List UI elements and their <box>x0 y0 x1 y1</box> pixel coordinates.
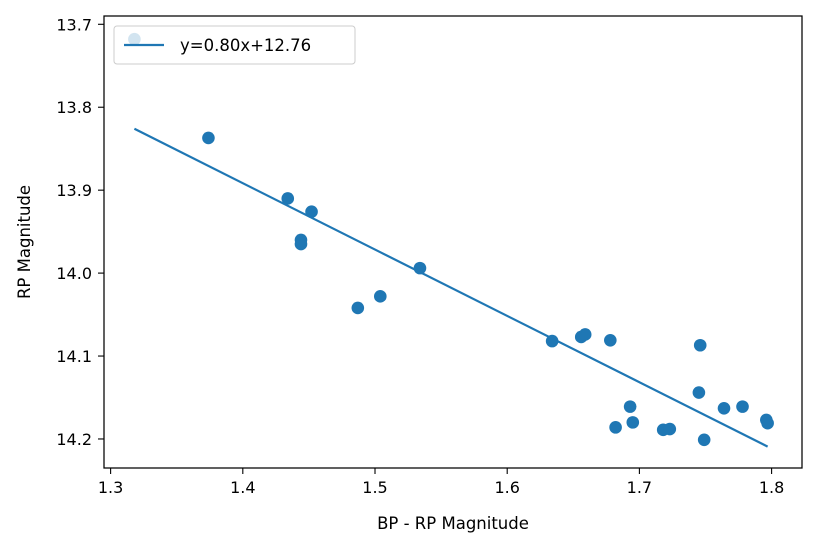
data-point <box>761 416 774 430</box>
y-tick-label: 14.0 <box>56 264 92 283</box>
y-axis-label: RP Magnitude <box>15 185 34 299</box>
data-point <box>697 433 711 447</box>
data-point <box>736 400 749 413</box>
x-tick-label: 1.7 <box>627 478 652 497</box>
axes-frame <box>103 15 803 469</box>
data-point <box>609 421 622 434</box>
data-point <box>351 301 365 315</box>
data-point <box>373 290 387 303</box>
data-point <box>623 400 637 413</box>
data-point <box>294 237 308 251</box>
data-point <box>578 328 592 341</box>
data-point <box>545 334 559 348</box>
fit-line <box>133 127 769 448</box>
data-point <box>202 131 215 145</box>
data-point <box>693 338 707 352</box>
data-point <box>626 416 640 429</box>
y-tick-label: 14.2 <box>56 430 92 449</box>
legend-label: y=0.80x+12.76 <box>180 36 311 55</box>
data-point <box>604 333 617 347</box>
y-tick-label: 13.9 <box>56 181 92 200</box>
data-point <box>717 401 731 415</box>
y-tick-label: 13.7 <box>56 15 92 34</box>
y-tick-label: 14.1 <box>56 347 92 366</box>
data-point <box>281 192 295 205</box>
x-tick-label: 1.3 <box>98 478 123 497</box>
data-point <box>413 261 427 275</box>
data-point <box>663 422 677 436</box>
x-tick-label: 1.8 <box>759 478 784 497</box>
y-tick-label: 13.8 <box>56 98 92 117</box>
x-axis-label: BP - RP Magnitude <box>377 514 529 533</box>
axis-ticks: 1.3 1.4 1.5 1.6 1.7 1.8 13.7 13.8 13.9 14.0 14.1 14… <box>56 15 784 497</box>
x-tick-label: 1.4 <box>230 478 255 497</box>
legend-box <box>113 25 356 65</box>
x-tick-label: 1.6 <box>494 478 519 497</box>
legend: y=0.80x+12.76 <box>113 25 356 65</box>
data-point <box>305 205 318 219</box>
plot-area <box>128 32 774 448</box>
data-point <box>692 386 706 399</box>
x-tick-label: 1.5 <box>362 478 387 497</box>
